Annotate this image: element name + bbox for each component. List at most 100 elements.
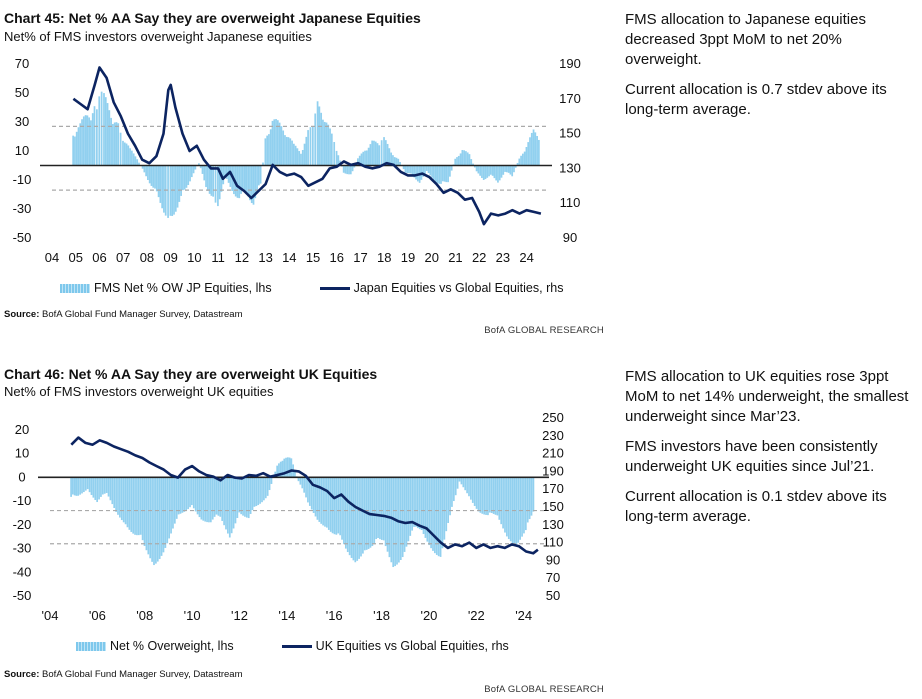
y-right-tick-label: 190 <box>542 463 564 478</box>
bar <box>208 165 211 194</box>
bar <box>299 477 302 485</box>
bar <box>513 165 515 173</box>
bar <box>451 477 453 507</box>
bar <box>139 477 142 535</box>
x-tick-label: '12 <box>231 608 248 623</box>
bar <box>426 477 429 542</box>
bar <box>70 477 72 497</box>
bar <box>447 477 450 523</box>
bar <box>281 460 284 478</box>
bar <box>441 477 444 549</box>
bar <box>436 165 439 184</box>
bar <box>162 477 165 553</box>
bar <box>337 477 340 534</box>
bar <box>441 165 444 182</box>
bar <box>286 457 289 478</box>
bar <box>247 477 250 519</box>
bar <box>318 477 321 522</box>
bar <box>88 477 91 493</box>
bar <box>196 477 199 515</box>
bar <box>521 477 523 537</box>
bar <box>253 477 256 507</box>
bar <box>323 121 326 166</box>
bar <box>229 165 232 187</box>
bar <box>147 165 149 180</box>
bar <box>443 477 446 540</box>
bar <box>483 477 486 515</box>
bar <box>160 477 163 556</box>
bar <box>456 477 459 489</box>
bar <box>329 477 332 532</box>
x-tick-label: 18 <box>377 250 391 265</box>
bar <box>126 477 129 528</box>
x-tick-label: 21 <box>448 250 462 265</box>
x-tick-label: 15 <box>306 250 320 265</box>
bar <box>278 122 281 166</box>
bar <box>380 477 383 540</box>
bar <box>104 97 107 166</box>
bar <box>397 158 400 166</box>
bar <box>479 477 482 513</box>
bar <box>84 115 87 166</box>
bar <box>404 165 407 173</box>
y-left-tick-label: 0 <box>18 469 25 484</box>
chart-45-commentary: FMS allocation to Japanese equities decr… <box>625 10 920 130</box>
bar <box>280 126 283 166</box>
bar <box>466 152 469 166</box>
y-right-tick-label: 130 <box>559 160 581 175</box>
y-left-tick-label: 10 <box>15 143 29 158</box>
y-left-tick-label: -50 <box>13 230 32 245</box>
bar <box>191 477 193 506</box>
bar <box>500 165 503 178</box>
bar <box>199 165 202 169</box>
bar <box>110 117 112 166</box>
x-tick-label: '06 <box>89 608 106 623</box>
bar <box>124 477 127 525</box>
y-right-tick-label: 170 <box>542 481 564 496</box>
bar <box>519 477 522 540</box>
bar <box>294 145 297 166</box>
y-right-tick-label: 250 <box>542 410 564 425</box>
bar <box>173 477 176 524</box>
bar <box>266 477 269 496</box>
bar <box>463 150 465 166</box>
bar <box>415 165 417 180</box>
bar <box>177 477 180 515</box>
bar <box>409 477 412 536</box>
bar <box>232 477 235 529</box>
bar <box>489 165 492 175</box>
bar <box>122 140 124 166</box>
bar <box>261 477 263 503</box>
bar <box>314 477 317 517</box>
bar <box>244 477 246 517</box>
bar <box>346 477 349 553</box>
bar <box>266 135 269 166</box>
bar <box>493 165 496 179</box>
bar <box>287 137 290 166</box>
x-tick-label: 14 <box>282 250 296 265</box>
bar <box>465 151 467 166</box>
bar <box>123 142 126 166</box>
bar <box>500 477 503 525</box>
bar <box>329 128 331 166</box>
bar <box>497 165 499 183</box>
bar <box>392 155 394 166</box>
bar <box>297 477 300 482</box>
bar <box>348 477 351 556</box>
bar <box>431 165 433 178</box>
bar <box>424 477 427 538</box>
bar <box>150 165 153 186</box>
bar <box>194 165 197 170</box>
bar <box>456 157 458 166</box>
bar <box>125 143 128 166</box>
bar <box>119 132 122 166</box>
bar <box>495 165 498 181</box>
bar <box>73 477 76 496</box>
bar <box>156 477 159 562</box>
bar <box>507 165 510 173</box>
bar <box>153 477 155 566</box>
bar <box>415 477 417 527</box>
bar <box>433 165 435 180</box>
x-tick-label: 05 <box>68 250 82 265</box>
legend-line-swatch <box>319 286 350 290</box>
